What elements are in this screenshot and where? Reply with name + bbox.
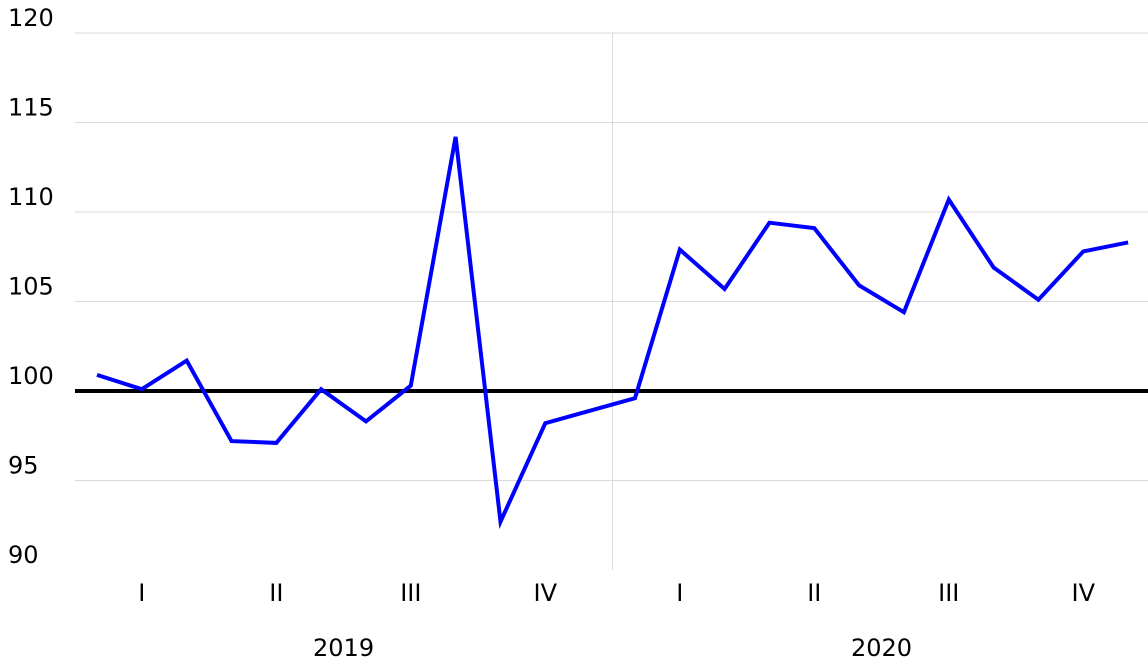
- quarter-label: I: [676, 579, 683, 607]
- data-line: [96, 136, 1129, 530]
- y-tick-label: 115: [8, 94, 54, 122]
- quarter-label: I: [138, 579, 145, 607]
- y-tick-label: 100: [8, 362, 54, 390]
- quarter-label: II: [807, 579, 821, 607]
- y-tick-label: 90: [8, 541, 39, 569]
- year-label: 2020: [851, 634, 912, 662]
- quarter-label: IV: [1072, 579, 1096, 607]
- y-tick-label: 110: [8, 183, 54, 211]
- y-tick-label: 105: [8, 273, 54, 301]
- quarter-label: II: [269, 579, 283, 607]
- y-tick-label: 95: [8, 452, 39, 480]
- year-label: 2019: [313, 634, 374, 662]
- quarter-label: III: [400, 579, 421, 607]
- y-tick-label: 120: [8, 4, 54, 32]
- quarter-label: III: [938, 579, 959, 607]
- quarter-label: IV: [534, 579, 558, 607]
